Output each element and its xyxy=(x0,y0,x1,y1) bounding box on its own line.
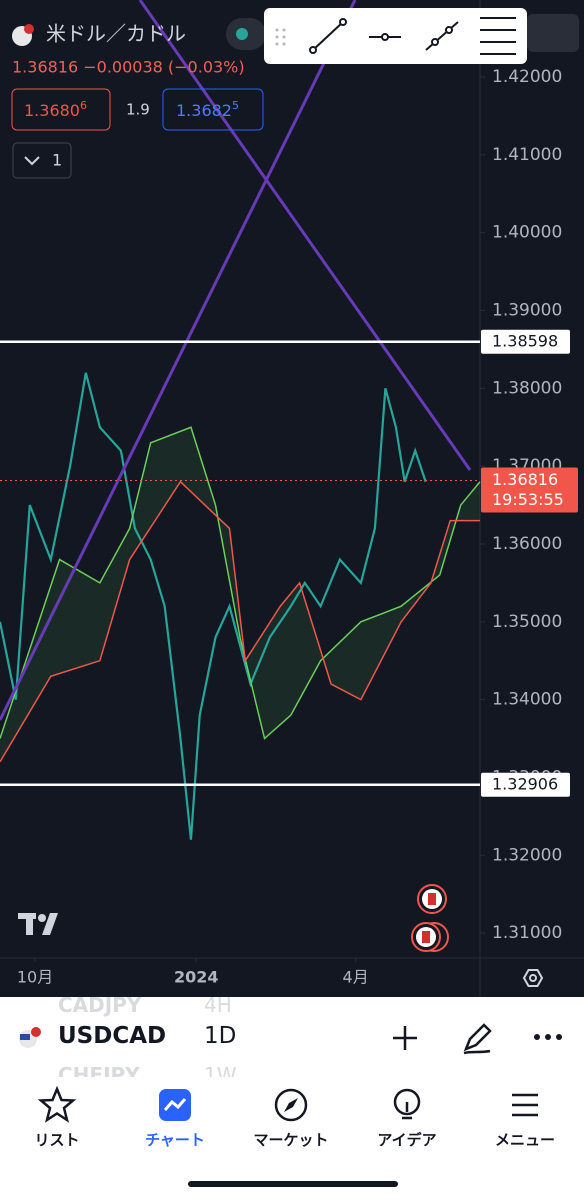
next-interval: 1W xyxy=(204,1063,237,1077)
chart: 1.420001.410001.400001.390001.380001.370… xyxy=(0,0,584,997)
level-label: 1.32906 xyxy=(492,774,558,793)
price-line xyxy=(0,480,480,763)
sell-price: 1.36806 xyxy=(24,99,87,120)
y-tick-label: 1.31000 xyxy=(492,923,562,943)
tab-menu[interactable]: メニュー xyxy=(470,1085,580,1150)
indicator-toggle[interactable] xyxy=(12,142,72,179)
add-button[interactable] xyxy=(390,1023,420,1053)
indicator-count: 1 xyxy=(52,151,62,170)
tab-label: メニュー xyxy=(494,1131,555,1149)
y-tick-label: 1.38000 xyxy=(492,378,562,398)
tab-market[interactable]: マーケット xyxy=(236,1085,346,1150)
symbol-bar: CADJPY 4H CHFJPY 1W USDCAD 1D xyxy=(0,997,584,1077)
drag-handle[interactable] xyxy=(275,28,286,46)
chart-icon xyxy=(159,1089,191,1121)
trend-line-tool[interactable] xyxy=(309,18,347,54)
buy-price-pip: 5 xyxy=(232,99,239,112)
level-label: 1.38598 xyxy=(492,331,558,350)
trend-line xyxy=(0,0,357,721)
parallel-channel-tool[interactable] xyxy=(480,17,516,55)
market-open-dot xyxy=(236,28,248,40)
x-tick-label: 10月 xyxy=(17,968,53,987)
prev-interval: 4H xyxy=(204,997,232,1017)
y-tick-label: 1.39000 xyxy=(492,301,562,321)
flag-icon xyxy=(24,24,34,34)
symbol-name: 米ドル／カドル xyxy=(46,22,186,46)
level-label-bg xyxy=(481,772,570,797)
countdown: 19:53:55 xyxy=(492,490,564,509)
price-line xyxy=(0,372,427,840)
tab-list[interactable]: リスト xyxy=(2,1085,112,1150)
x-tick-label: 2024 xyxy=(174,968,219,987)
sell-price-pip: 6 xyxy=(80,99,87,112)
menu-icon xyxy=(512,1093,538,1117)
ray-tool[interactable] xyxy=(425,21,459,51)
prev-symbol: CADJPY xyxy=(58,997,142,1017)
sell-button[interactable] xyxy=(11,88,111,131)
tab-chart[interactable]: チャート xyxy=(120,1085,230,1150)
event-icon[interactable] xyxy=(411,922,449,952)
plot: 1.420001.410001.400001.390001.380001.370… xyxy=(0,67,562,987)
tab-bar: リスト チャート マーケット アイデア メニュー xyxy=(0,1077,584,1200)
tab-label: リスト xyxy=(34,1131,80,1149)
last-price-bg xyxy=(481,467,578,513)
price-line xyxy=(0,426,481,740)
symbol[interactable]: USDCAD xyxy=(58,1023,167,1049)
more-button[interactable] xyxy=(532,1027,564,1047)
event-icon[interactable] xyxy=(417,884,447,914)
dropdown-button[interactable] xyxy=(527,14,579,52)
interval[interactable]: 1D xyxy=(204,1023,237,1049)
home-indicator xyxy=(188,1181,398,1187)
y-tick-label: 1.34000 xyxy=(492,690,562,710)
y-tick-label: 1.40000 xyxy=(492,223,562,243)
buy-price: 1.36825 xyxy=(176,99,239,120)
tab-label: アイデア xyxy=(377,1131,437,1149)
trend-line xyxy=(138,0,472,471)
buy-price-main: 1.3682 xyxy=(176,101,232,120)
draw-button[interactable] xyxy=(460,1021,494,1055)
spread: 1.9 xyxy=(126,101,150,119)
flag-icon xyxy=(19,1027,41,1048)
horizontal-line-tool[interactable] xyxy=(369,33,401,41)
star-icon xyxy=(37,1085,77,1123)
y-tick-label: 1.35000 xyxy=(492,612,562,632)
y-tick-label: 1.41000 xyxy=(492,145,562,165)
tab-label: マーケット xyxy=(253,1131,329,1149)
price-change: 1.36816 −0.00038 (−0.03%) xyxy=(12,58,245,77)
next-symbol: CHFJPY xyxy=(58,1063,140,1077)
y-tick-label: 1.32000 xyxy=(492,845,562,865)
settings-icon[interactable] xyxy=(522,969,544,987)
bulb-icon xyxy=(393,1088,421,1120)
tab-label: チャート xyxy=(145,1131,205,1149)
buy-button[interactable] xyxy=(162,88,264,131)
tab-ideas[interactable]: アイデア xyxy=(352,1085,462,1150)
y-tick-label: 1.42000 xyxy=(492,67,562,87)
chevron-icon xyxy=(24,156,40,166)
level-label-bg xyxy=(481,329,570,354)
y-tick-label: 1.36000 xyxy=(492,534,562,554)
cloud-fill xyxy=(0,427,480,762)
x-tick-label: 4月 xyxy=(343,968,369,987)
tv-logo xyxy=(18,913,58,935)
sell-price-main: 1.3680 xyxy=(24,101,80,120)
compass-icon xyxy=(274,1088,308,1122)
last-price-label: 1.36816 xyxy=(492,470,558,489)
